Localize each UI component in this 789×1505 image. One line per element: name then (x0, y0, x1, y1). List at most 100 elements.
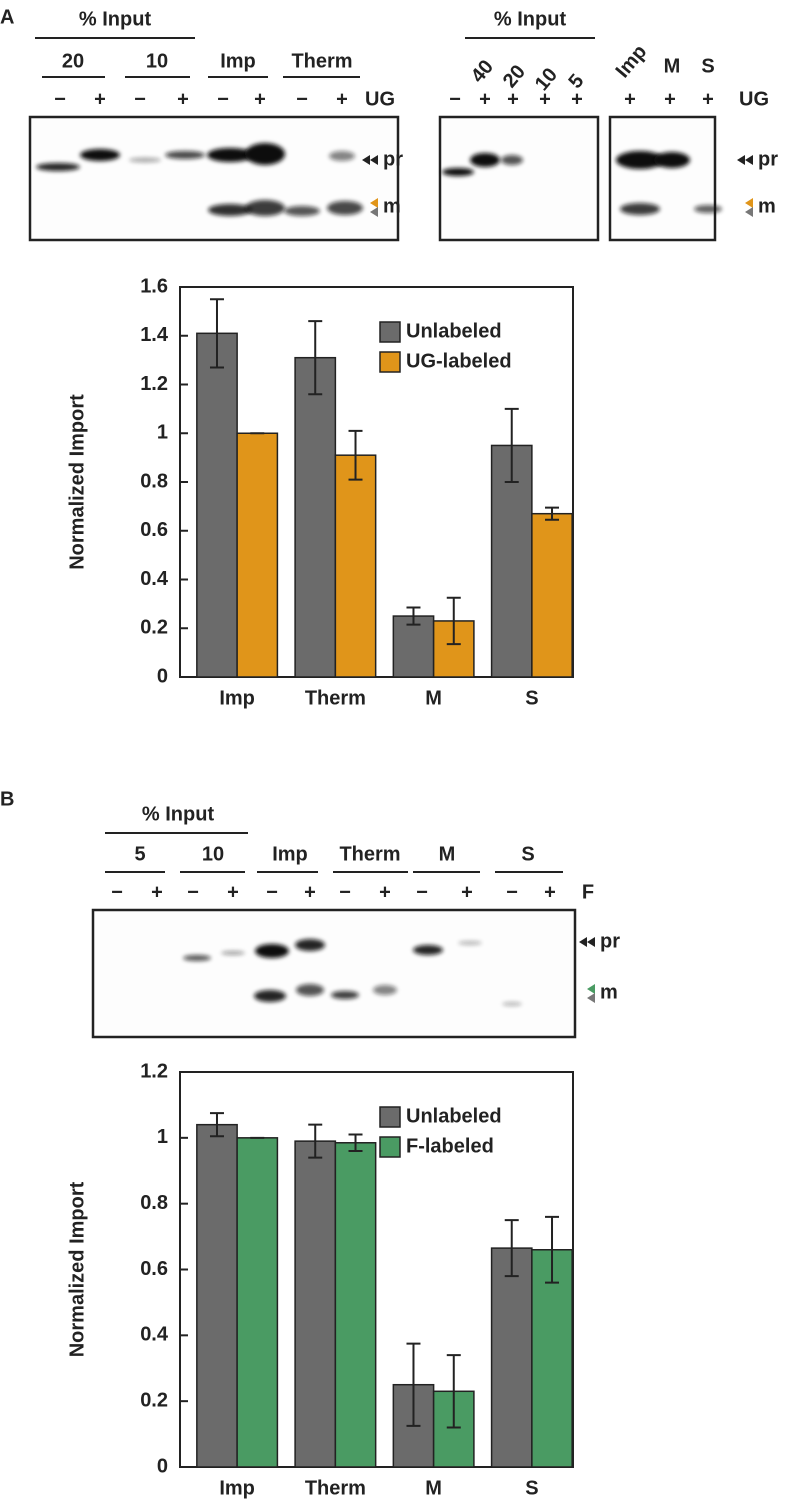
arrowhead (737, 155, 745, 165)
band-marker: pr (758, 148, 778, 170)
band-marker: m (383, 195, 401, 217)
bar (392, 615, 435, 678)
lane-sign: + (624, 88, 636, 110)
lane-sign: + (507, 88, 519, 110)
error-bar (504, 1219, 519, 1278)
lane-sign: − (266, 881, 278, 903)
x-tick-label: Imp (219, 1477, 255, 1499)
lane-sign: − (339, 881, 351, 903)
y-tick-label: 0.8 (140, 470, 168, 492)
bar (531, 512, 573, 678)
bar (196, 332, 238, 678)
legend-swatch (379, 351, 401, 373)
lane-group-label: M (664, 55, 681, 77)
y-axis-label: Normalized Import (66, 1181, 88, 1357)
lane-sign: − (416, 881, 428, 903)
lane-group-label: Therm (339, 843, 400, 865)
error-bar (504, 407, 519, 483)
arrowhead (579, 937, 587, 947)
bar (490, 444, 533, 678)
error-bar (348, 1133, 363, 1152)
y-tick-label: 1.4 (140, 324, 169, 346)
band-marker: pr (383, 148, 403, 170)
x-tick-label: M (425, 1477, 442, 1499)
y-tick-label: 0.4 (140, 1324, 169, 1346)
error-bar (545, 506, 560, 521)
x-tick-label: M (425, 687, 442, 709)
y-tick-label: 0.6 (140, 519, 168, 541)
error-bar (406, 1342, 421, 1427)
lane-label: F (582, 881, 594, 903)
lane-sign: + (571, 88, 583, 110)
lane-sign: + (336, 88, 348, 110)
y-tick-label: 1.2 (140, 373, 168, 395)
legend-swatch (379, 1106, 401, 1128)
lane-sign: + (379, 881, 391, 903)
y-tick-label: 0.2 (140, 617, 168, 639)
panel-letter: B (0, 788, 14, 810)
legend-label: UG-labeled (406, 350, 512, 372)
lane-label: UG (365, 88, 395, 110)
y-tick-label: 0 (157, 665, 168, 687)
lane-group-label: Imp (272, 843, 308, 865)
gel (91, 908, 577, 1039)
arrowhead (370, 155, 378, 165)
y-tick-label: 1 (157, 1126, 168, 1148)
gel (608, 115, 717, 242)
lane-sign: − (111, 881, 123, 903)
bar (236, 1137, 279, 1468)
error-bar (348, 429, 363, 481)
arrowhead (745, 198, 753, 208)
bar (334, 454, 377, 678)
lane-sign: + (702, 88, 714, 110)
gel-images (28, 115, 722, 1039)
legend-swatch (379, 321, 401, 343)
bar (531, 1249, 573, 1468)
band-marker: m (600, 981, 618, 1003)
error-bar (308, 320, 323, 396)
lane-group-label: S (521, 843, 534, 865)
bar (196, 1123, 238, 1468)
y-axis-label: Normalized Import (66, 394, 88, 570)
arrowhead (745, 155, 753, 165)
y-tick-label: 0.2 (140, 1389, 168, 1411)
panel-letter: A (0, 6, 14, 28)
lane-group-label: 20 (62, 50, 84, 72)
error-bar (308, 1123, 323, 1159)
bar (294, 356, 337, 678)
lane-group-label: 10 (202, 843, 224, 865)
lane-sign: + (544, 881, 556, 903)
gel (438, 115, 600, 242)
arrowhead (362, 155, 370, 165)
lane-sign: + (664, 88, 676, 110)
gel (28, 115, 400, 242)
lane-group-label: M (439, 843, 456, 865)
arrowhead (745, 207, 753, 217)
gel-header: % Input (79, 8, 152, 30)
arrowhead (587, 993, 595, 1003)
lane-sign: + (304, 881, 316, 903)
y-tick-label: 0 (157, 1455, 168, 1477)
lane-sign: − (217, 88, 229, 110)
lane-sign: − (296, 88, 308, 110)
lane-group-label: 10 (146, 50, 168, 72)
lane-group-label: Therm (291, 50, 352, 72)
lane-sign: − (134, 88, 146, 110)
lane-sign: + (254, 88, 266, 110)
y-tick-label: 1 (157, 422, 168, 444)
gel-header: % Input (142, 803, 215, 825)
lane-sign: + (461, 881, 473, 903)
bar (334, 1142, 377, 1468)
lane-sign: + (177, 88, 189, 110)
lane-sign: − (54, 88, 66, 110)
lane-sign: − (187, 881, 199, 903)
x-tick-label: S (525, 687, 538, 709)
y-tick-label: 1.6 (140, 275, 168, 297)
gel-header: % Input (494, 8, 567, 30)
y-tick-label: 0.4 (140, 568, 169, 590)
lane-sign: + (227, 881, 239, 903)
error-bar (406, 606, 421, 626)
band-marker: pr (600, 930, 620, 952)
legend-label: Unlabeled (406, 320, 502, 342)
